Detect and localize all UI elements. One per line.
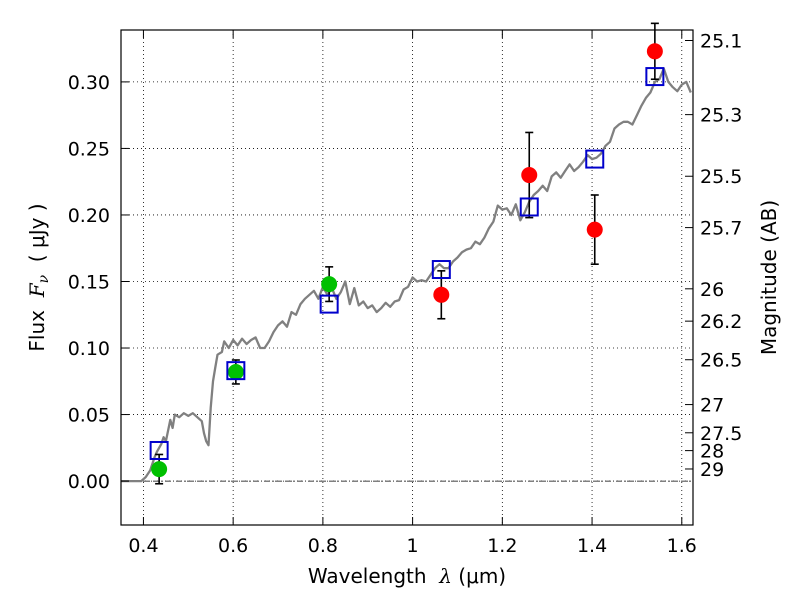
y-tick-label: 0.05 (68, 405, 110, 427)
x-tick-label: 0.4 (128, 535, 158, 557)
y-tick-label: 0.10 (68, 338, 110, 360)
observed-optical-point (321, 276, 338, 293)
observed-points (151, 43, 663, 478)
observed-nir-point (586, 221, 603, 238)
magnitude-tick-label: 25.3 (700, 105, 742, 127)
magnitude-tick-label: 25.5 (700, 166, 742, 188)
x-axis-label-prefix: Wavelength (308, 564, 439, 588)
x-tick-label: 0.6 (218, 535, 248, 557)
x-tick-label: 1 (407, 535, 419, 557)
magnitude-tick-label: 25.1 (700, 31, 742, 53)
y-tick-label: 0.15 (68, 271, 110, 293)
model-band-square (226, 361, 246, 381)
model-band-square (431, 260, 451, 280)
model-band-square (319, 294, 339, 314)
x-tick-label: 0.8 (308, 535, 338, 557)
model-band-square (149, 440, 169, 460)
y-axis-label-subscript: ν (36, 274, 52, 283)
y-axis-ticks: 0.00 0.05 0.10 0.15 0.20 0.25 0.30 (68, 72, 129, 493)
observed-nir-point (521, 167, 538, 184)
model-sed-line (121, 67, 692, 483)
model-band-square (519, 197, 539, 217)
magnitude-axis-label: Magnitude (AB) (757, 200, 781, 355)
magnitude-tick-label: 29 (700, 459, 724, 481)
model-band-square (585, 149, 605, 169)
observed-nir-point (646, 43, 663, 60)
x-axis-label-symbol: λ (438, 564, 452, 588)
y-tick-label: 0.30 (68, 72, 110, 94)
observed-optical-point (227, 363, 244, 380)
x-tick-label: 1.4 (577, 535, 607, 557)
y-axis-label-prefix: Flux (25, 297, 49, 351)
model-squares (149, 67, 665, 460)
x-axis-label: Wavelength λ (μm) (308, 564, 506, 588)
observed-optical-point (151, 461, 168, 478)
model-sed (121, 67, 692, 483)
y-axis-label-units: ( μJy ) (25, 203, 49, 275)
magnitude-tick-label: 26.5 (700, 350, 742, 372)
y-tick-label: 0.00 (68, 471, 110, 493)
magnitude-tick-label: 25.7 (700, 218, 742, 240)
magnitude-tick-label: 28 (700, 441, 724, 463)
plot-frame (120, 29, 694, 526)
model-band-square (645, 67, 665, 87)
y-axis-label-symbol: F (25, 282, 49, 298)
x-tick-label: 1.6 (667, 535, 697, 557)
magnitude-tick-label: 27 (700, 395, 724, 417)
magnitude-tick-label: 27.5 (700, 423, 742, 445)
observed-nir-point (433, 286, 450, 303)
y-tick-label: 0.25 (68, 138, 110, 160)
magnitude-tick-label: 26.2 (700, 311, 742, 333)
x-tick-label: 1.2 (487, 535, 517, 557)
y-axis-label: Flux Fν ( μJy ) (25, 203, 52, 351)
x-axis-ticks: 0.4 0.6 0.8 1 1.2 1.4 1.6 (128, 30, 697, 557)
y-tick-label: 0.20 (68, 205, 110, 227)
magnitude-tick-label: 26 (700, 279, 724, 301)
x-axis-label-units: (μm) (452, 564, 506, 588)
